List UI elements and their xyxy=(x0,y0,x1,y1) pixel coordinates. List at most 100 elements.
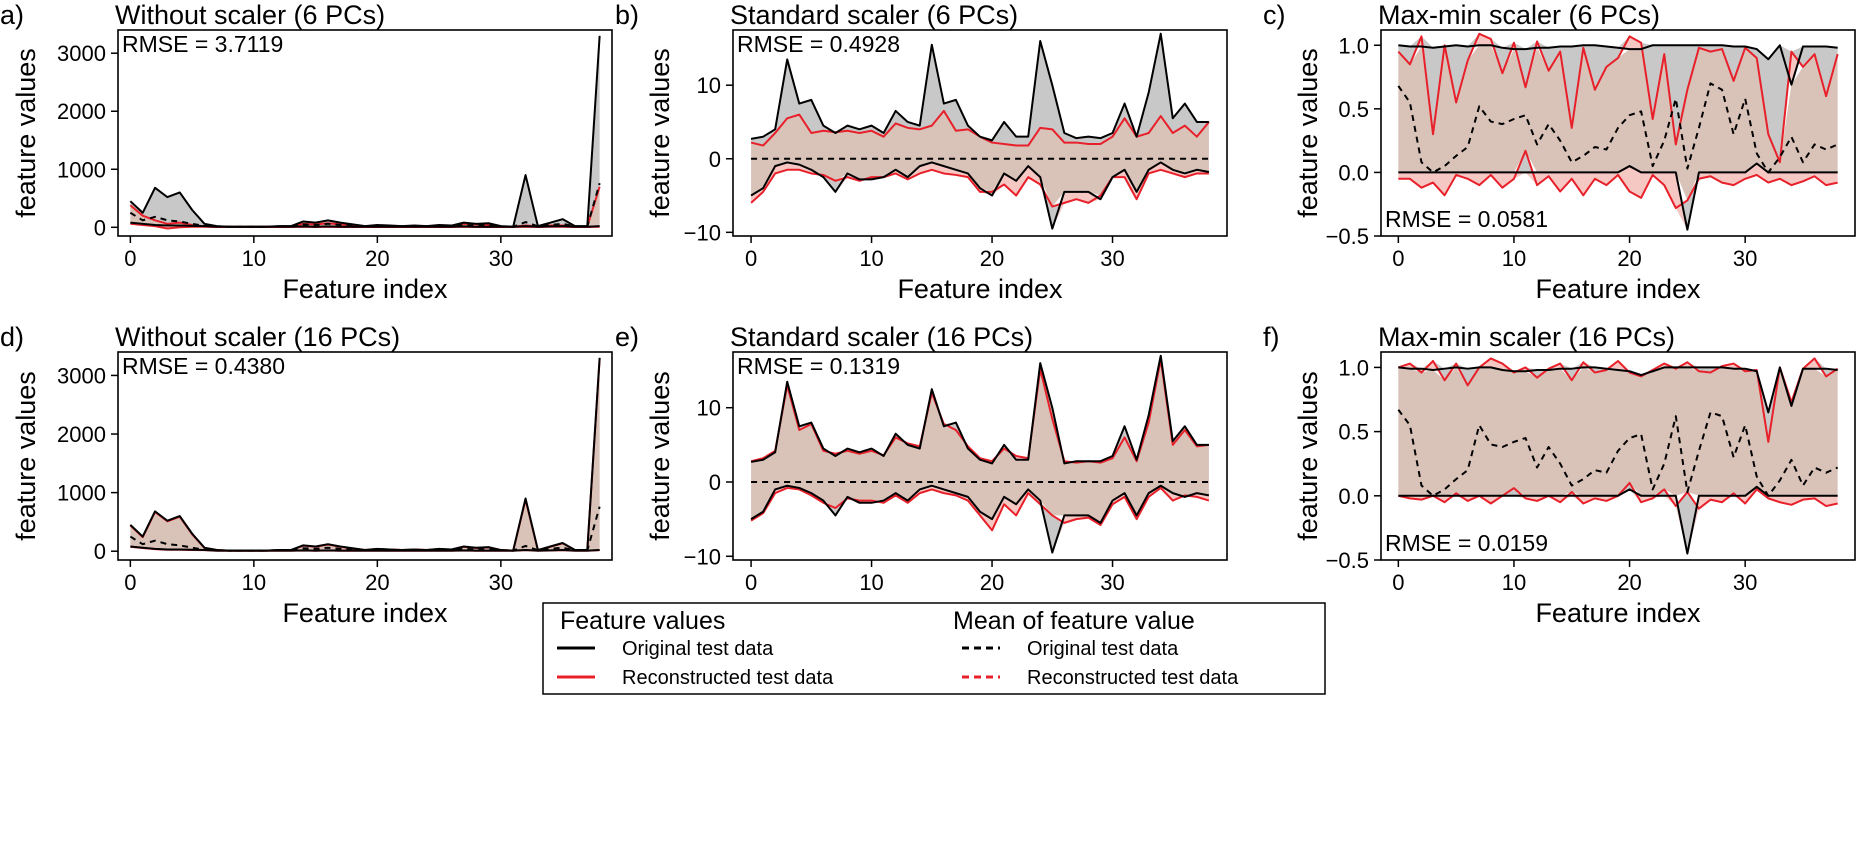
legend-group-title: Feature values xyxy=(560,607,725,635)
x-axis-label: Feature index xyxy=(1535,274,1701,304)
x-tick-label: 10 xyxy=(859,570,883,595)
y-tick-label: 0.5 xyxy=(1338,420,1369,445)
x-tick-label: 0 xyxy=(124,570,136,595)
x-tick-label: 20 xyxy=(365,570,389,595)
rmse-annotation: RMSE = 0.4928 xyxy=(737,31,900,57)
panel-label: d) xyxy=(0,322,24,352)
plot-area xyxy=(1397,357,1839,555)
series-line-reconstructed-upper xyxy=(1397,32,1839,164)
axes-frame xyxy=(117,29,613,237)
y-tick-label: 10 xyxy=(697,73,721,98)
series-line-original-lower xyxy=(1398,162,1838,231)
x-axis-label: Feature index xyxy=(897,274,1063,304)
x-tick-label: 20 xyxy=(980,246,1004,271)
x-tick-label: 0 xyxy=(745,570,757,595)
y-tick-label: 0.0 xyxy=(1338,484,1369,509)
chart-panel-f: 0 10 20 30 −0.5 0.0 0.5 1.0 Feature index feature… xyxy=(1263,322,1856,628)
legend-item-label: Reconstructed test data xyxy=(1027,667,1239,689)
plot-area xyxy=(129,357,601,552)
fill-overlap xyxy=(1398,367,1838,496)
y-tick-label: −10 xyxy=(684,220,721,245)
y-tick-label: 10 xyxy=(697,396,721,421)
x-tick-label: 30 xyxy=(489,570,513,595)
y-axis-label: feature values xyxy=(645,48,675,218)
rmse-annotation: RMSE = 0.0159 xyxy=(1385,530,1548,556)
x-tick-label: 30 xyxy=(489,246,513,271)
plot-area xyxy=(1397,32,1839,231)
x-tick-label: 30 xyxy=(1100,246,1124,271)
fill-overlap xyxy=(130,358,600,551)
legend-item-label: Original test data xyxy=(622,638,774,660)
y-tick-label: 3000 xyxy=(57,363,106,388)
chart-panel-a: 0 10 20 30 0 1000 2000 3000 Feature index feature… xyxy=(0,0,613,304)
panel-label: c) xyxy=(1263,0,1286,30)
y-tick-label: 2000 xyxy=(57,99,106,124)
x-axis-label: Feature index xyxy=(1535,598,1701,628)
x-tick-label: 10 xyxy=(1502,570,1526,595)
series-line-original-lower xyxy=(750,484,1210,554)
x-tick-label: 0 xyxy=(1392,570,1404,595)
x-tick-label: 10 xyxy=(242,246,266,271)
fill-original-only-upper xyxy=(130,35,600,227)
legend-group-title: Mean of feature value xyxy=(953,607,1195,635)
x-tick-label: 20 xyxy=(1617,246,1641,271)
y-tick-label: −0.5 xyxy=(1326,224,1369,249)
y-tick-label: 0 xyxy=(94,539,106,564)
y-tick-label: 1000 xyxy=(57,481,106,506)
panel-label: b) xyxy=(615,0,639,30)
rmse-annotation: RMSE = 3.7119 xyxy=(122,31,283,57)
panel-label: f) xyxy=(1263,322,1280,352)
panel-label: e) xyxy=(615,322,639,352)
panel-title: Without scaler (6 PCs) xyxy=(115,0,385,30)
x-tick-label: 30 xyxy=(1733,246,1757,271)
y-tick-label: −10 xyxy=(684,544,721,569)
x-tick-label: 0 xyxy=(1392,246,1404,271)
y-tick-label: 0 xyxy=(709,147,721,172)
series-line-original-upper xyxy=(750,32,1209,142)
series-line-reconstructed-lower xyxy=(750,168,1209,208)
y-tick-label: 0.0 xyxy=(1338,160,1369,185)
fill-recon-only-lower xyxy=(1398,163,1838,230)
plot-area xyxy=(129,35,601,230)
plot-area xyxy=(750,32,1210,230)
panel-title: Max-min scaler (6 PCs) xyxy=(1378,0,1660,30)
series-line-original-mean xyxy=(1397,409,1839,497)
x-axis-label: Feature index xyxy=(282,598,448,628)
y-tick-label: 0 xyxy=(94,215,106,240)
x-tick-label: 30 xyxy=(1733,570,1757,595)
axes-frame xyxy=(732,29,1228,237)
series-line-reconstructed-lower xyxy=(1398,149,1838,210)
fill-overlap xyxy=(751,110,1209,207)
y-tick-label: 1.0 xyxy=(1338,355,1369,380)
series-line-original-upper xyxy=(750,354,1209,465)
rmse-annotation: RMSE = 0.4380 xyxy=(122,353,285,379)
legend: Feature values Mean of feature value Origi… xyxy=(542,602,1326,695)
series-line-original-mean xyxy=(129,506,601,552)
chart-panel-d: 0 10 20 30 0 1000 2000 3000 Feature index feature… xyxy=(0,322,613,628)
chart-panel-c: 0 10 20 30 −0.5 0.0 0.5 1.0 Feature index feature… xyxy=(1263,0,1856,304)
x-tick-label: 10 xyxy=(1502,246,1526,271)
series-line-original-lower xyxy=(1398,485,1838,555)
y-tick-label: 0.5 xyxy=(1338,97,1369,122)
x-tick-label: 30 xyxy=(1100,570,1124,595)
y-tick-label: 0 xyxy=(709,470,721,495)
x-tick-label: 20 xyxy=(365,246,389,271)
panel-title: Without scaler (16 PCs) xyxy=(115,322,400,352)
x-tick-label: 20 xyxy=(980,570,1004,595)
y-axis-label: feature values xyxy=(645,371,675,541)
series-line-reconstructed-upper xyxy=(1398,357,1839,443)
y-axis-label: feature values xyxy=(1293,48,1323,218)
series-line-original-lower xyxy=(750,161,1210,230)
x-tick-label: 10 xyxy=(859,246,883,271)
plot-area xyxy=(750,354,1210,554)
axes-frame xyxy=(1380,351,1856,561)
y-axis-label: feature values xyxy=(11,371,41,541)
rmse-annotation: RMSE = 0.1319 xyxy=(737,353,900,379)
series-line-original-upper xyxy=(1398,44,1838,86)
x-axis-label: Feature index xyxy=(282,274,448,304)
legend-item-label: Reconstructed test data xyxy=(622,667,834,689)
series-line-original-mean xyxy=(129,182,601,228)
legend-item-label: Original test data xyxy=(1027,638,1179,660)
fill-overlap xyxy=(1398,45,1838,201)
